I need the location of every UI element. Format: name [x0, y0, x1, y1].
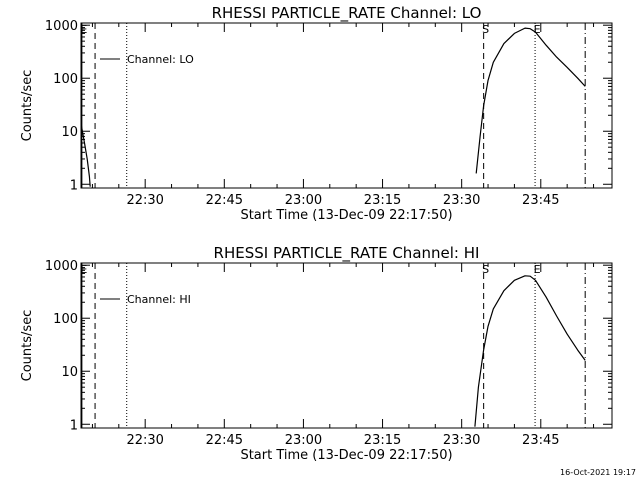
- chart-panel-2: RHESSI PARTICLE_RATE Channel: HI Counts/s…: [20, 244, 613, 463]
- y-axis-label: Counts/sec: [20, 310, 35, 382]
- x-tick-label: 22:30: [126, 193, 163, 208]
- legend-label: Channel: LO: [127, 53, 194, 66]
- time-marker-label: E: [534, 23, 541, 36]
- x-tick-label: 23:30: [443, 193, 480, 208]
- x-tick-label: 23:15: [364, 193, 401, 208]
- plot-frame: [80, 22, 613, 189]
- series-line: [81, 123, 91, 187]
- y-tick-label: 1000: [45, 19, 78, 34]
- x-tick-label: 22:30: [126, 433, 163, 448]
- footer-timestamp: 16-Oct-2021 19:17: [560, 468, 636, 477]
- series-line: [475, 27, 586, 174]
- plot-frame: [80, 262, 613, 429]
- y-tick-label: 1: [70, 418, 78, 433]
- time-marker-label: E: [80, 263, 87, 276]
- x-tick-label: 23:00: [285, 433, 322, 448]
- series-line: [474, 275, 586, 427]
- time-marker-label: E: [534, 263, 541, 276]
- x-tick-label: 23:45: [522, 193, 559, 208]
- time-marker-label: E: [80, 23, 87, 36]
- x-tick-label: 23:30: [443, 433, 480, 448]
- x-tick-label: 23:15: [364, 433, 401, 448]
- y-axis-label: Counts/sec: [20, 70, 35, 142]
- x-tick-label: 22:45: [206, 433, 243, 448]
- x-tick-label: 23:45: [522, 433, 559, 448]
- chart-title: RHESSI PARTICLE_RATE Channel: HI: [214, 244, 480, 263]
- x-axis-label: Start Time (13-Dec-09 22:17:50): [240, 208, 452, 223]
- time-marker-label: S: [482, 23, 489, 36]
- x-tick-label: 23:00: [285, 193, 322, 208]
- y-tick-label: 100: [53, 312, 78, 327]
- x-axis-label: Start Time (13-Dec-09 22:17:50): [240, 448, 452, 463]
- time-marker-label: S: [482, 263, 489, 276]
- y-tick-label: 10: [61, 365, 78, 380]
- chart-title: RHESSI PARTICLE_RATE Channel: LO: [212, 4, 482, 23]
- y-tick-label: 100: [53, 72, 78, 87]
- y-tick-label: 1000: [45, 259, 78, 274]
- y-tick-label: 1: [70, 178, 78, 193]
- chart-panel-1: RHESSI PARTICLE_RATE Channel: LO Counts/s…: [20, 4, 613, 223]
- legend-label: Channel: HI: [127, 293, 191, 306]
- y-tick-label: 10: [61, 125, 78, 140]
- x-tick-label: 22:45: [206, 193, 243, 208]
